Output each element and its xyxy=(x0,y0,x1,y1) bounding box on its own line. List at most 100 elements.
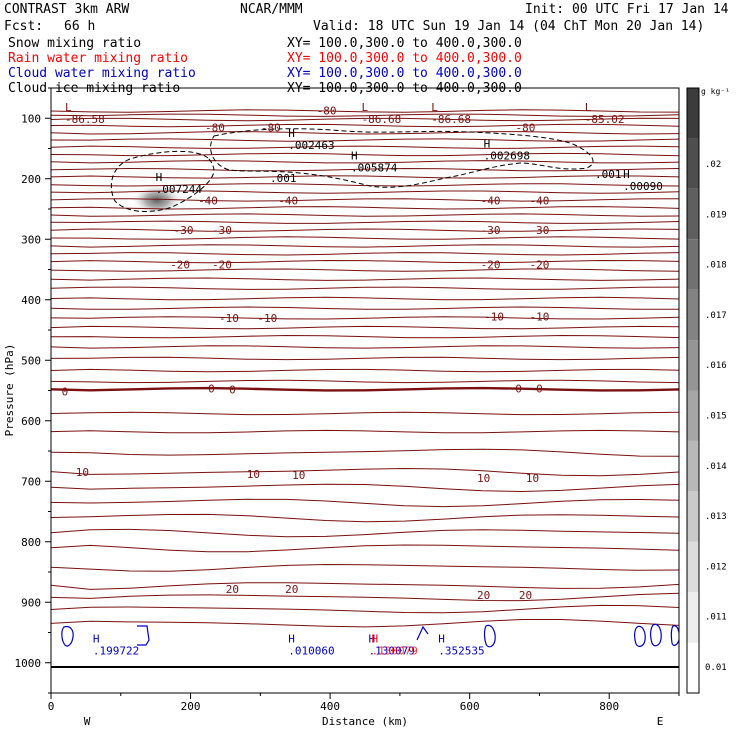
colorbar-label: 0.01 xyxy=(705,663,727,673)
isotherm-line xyxy=(51,356,679,361)
x-axis-east: E xyxy=(657,715,664,728)
isotherm-label: -40 xyxy=(198,195,218,208)
isotherm-line xyxy=(51,190,679,194)
y-axis-label: Pressure (hPa) xyxy=(3,344,16,437)
colorbar-label: .014 xyxy=(705,462,727,472)
cloud-water-value: .199722 xyxy=(93,645,139,658)
isotherm-label: -80 xyxy=(317,104,337,117)
colorbar-frame xyxy=(686,87,700,694)
colorbar-label: .013 xyxy=(705,512,727,522)
colorbar-label: .017 xyxy=(705,311,727,321)
extremum-marker: H xyxy=(484,138,491,151)
isotherm-line xyxy=(51,386,679,392)
colorbar-swatch xyxy=(687,642,699,693)
isotherm-label: 0 xyxy=(536,383,543,396)
legend-xy-cloud-water: XY= 100.0,300.0 to 400.0,300.0 xyxy=(287,66,522,81)
colorbar-label: .011 xyxy=(705,613,727,623)
header-valid: Valid: 18 UTC Sun 19 Jan 14 (04 ChT Mon … xyxy=(313,19,704,34)
isotherm-line xyxy=(51,483,679,493)
isotherm-label: -10 xyxy=(257,312,277,325)
extremum-value: .00090 xyxy=(623,180,663,193)
isotherm-line xyxy=(51,296,679,301)
rain-water-marker: H xyxy=(371,633,378,646)
isotherm-line xyxy=(51,244,679,248)
legend-name-rain: Rain water mixing ratio xyxy=(8,51,188,66)
isotherm-line xyxy=(51,167,679,172)
rain-water-value: .130079 xyxy=(371,645,417,658)
colorbar: g kg⁻¹ 0.01 .011 .012 .013 .014 .015 .016 .017.… xyxy=(686,87,730,694)
isotherm-line xyxy=(51,345,679,349)
isotherm-line xyxy=(51,131,679,135)
x-tick-label: 600 xyxy=(460,700,480,713)
isotherm-line xyxy=(51,286,679,290)
isotherm-line xyxy=(51,334,679,339)
colorbar-swatch xyxy=(687,440,699,492)
extremum-value: .007244 xyxy=(156,183,203,196)
isotherm-label: 20 xyxy=(285,583,298,596)
isotherm-label: -30 xyxy=(481,224,501,237)
isotherm-label: 20 xyxy=(226,583,239,596)
isotherm-line xyxy=(51,306,679,310)
cloud-water-marker: H xyxy=(368,633,375,646)
isotherm-label: -10 xyxy=(530,311,550,324)
isotherm-line xyxy=(51,252,679,256)
isotherm-label: -40 xyxy=(481,195,501,208)
colorbar-label: .018 xyxy=(705,261,727,271)
isotherm-label: 10 xyxy=(477,472,490,485)
cloud-ice-contour-label: .001 xyxy=(270,172,297,185)
legend: Snow mixing ratio XY= 100.0,300.0 to 400… xyxy=(8,36,522,96)
isotherm-line xyxy=(51,123,679,128)
isotherm-label: -40 xyxy=(530,195,550,208)
x-tick-label: 200 xyxy=(181,700,201,713)
colorbar-label: .015 xyxy=(705,412,727,422)
isotherm-label: -80 xyxy=(261,121,281,134)
y-axis: 100 200 300 400 500 600 700 800 900 1000 xyxy=(15,87,51,694)
isotherm-line xyxy=(51,145,679,149)
cloud-water-contour xyxy=(650,623,662,647)
y-tick-label: 400 xyxy=(21,294,41,307)
isotherm-label: -20 xyxy=(212,259,232,272)
isotherm-line xyxy=(51,109,679,113)
isotherm-line xyxy=(51,544,679,553)
cloud-ice-contour-labels: .001 .001 xyxy=(270,168,622,185)
cloud-water-contour xyxy=(634,625,646,647)
isotherm-line xyxy=(51,152,679,157)
header-fcst-value: 66 h xyxy=(64,19,95,34)
cloud-water-contour xyxy=(137,625,150,646)
extremum-value: -86.68 xyxy=(362,113,402,126)
isotherm-line xyxy=(51,220,679,224)
isotherm-label: -20 xyxy=(530,259,550,272)
colorbar-unit: g kg⁻¹ xyxy=(701,87,730,96)
cloud-ice-contour xyxy=(110,128,594,213)
legend-name-snow: Snow mixing ratio xyxy=(8,36,141,51)
isotherm-label: 20 xyxy=(477,589,490,602)
isotherm-line xyxy=(51,175,679,179)
x-tick-label: 400 xyxy=(320,700,340,713)
colorbar-swatch xyxy=(687,491,699,542)
colorbar-label: .019 xyxy=(705,210,727,220)
extremum-marker: L xyxy=(362,101,369,114)
y-tick-label: 100 xyxy=(21,112,41,125)
y-tick-label: 700 xyxy=(21,475,41,488)
extremum-value: .002698 xyxy=(484,150,530,163)
extremum-value: -85.02 xyxy=(585,113,625,126)
legend-xy-snow: XY= 100.0,300.0 to 400.0,300.0 xyxy=(287,36,522,51)
extremum-value: -86.68 xyxy=(431,113,471,126)
isotherm-label: -80 xyxy=(205,121,225,134)
temperature-contours xyxy=(51,109,679,628)
isotherm-line xyxy=(51,592,679,602)
extrema-labels: L-86.58L-86.68L-86.68L-85.02H.002463H.00… xyxy=(65,101,663,196)
extremum-marker: L xyxy=(65,101,72,114)
isotherm-line xyxy=(51,198,679,202)
y-tick-label: 600 xyxy=(21,415,41,428)
extremum-marker: H xyxy=(351,150,358,163)
cloud-water-contour xyxy=(483,624,496,648)
isotherm-line xyxy=(51,528,679,538)
y-tick-label: 800 xyxy=(21,536,41,549)
colorbar-swatch xyxy=(687,239,699,290)
cloud-water-value: .130079 xyxy=(368,645,414,658)
x-axis-west: W xyxy=(84,715,91,728)
colorbar-swatch xyxy=(687,289,699,341)
